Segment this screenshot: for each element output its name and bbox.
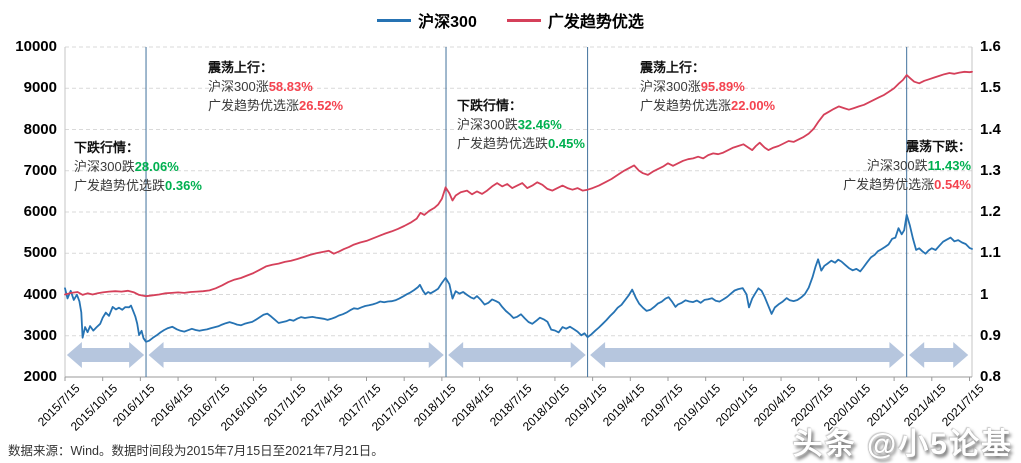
legend-swatch-hs300	[377, 18, 412, 22]
series-line-fund	[64, 70, 973, 298]
phase-arrow	[909, 342, 969, 368]
phase-annotation-title: 震荡下跌：	[905, 139, 971, 154]
phase-arrow	[66, 342, 145, 368]
phase-annotation-line: 沪深300跌28.06%	[74, 159, 179, 174]
y-axis-label-left: 4000	[23, 285, 57, 303]
y-axis-label-right: 1.3	[980, 161, 1001, 179]
phase-annotation-title: 震荡上行：	[640, 60, 706, 75]
phase-annotation-line: 沪深300涨95.89%	[640, 79, 745, 94]
phase-annotation-line: 广发趋势优选跌0.45%	[457, 136, 585, 151]
y-axis-label-right: 1.4	[980, 120, 1001, 138]
legend-swatch-fund	[506, 18, 541, 22]
y-axis-label-right: 0.8	[980, 368, 1001, 385]
phase-annotation-line: 广发趋势优选跌0.36%	[74, 178, 202, 193]
y-axis-label-left: 8000	[23, 120, 57, 138]
y-axis-label-left: 2000	[23, 368, 57, 385]
y-axis-label-left: 7000	[23, 161, 57, 179]
y-axis-label-left: 6000	[23, 203, 57, 220]
y-axis-label-left: 9000	[23, 79, 57, 97]
phase-annotation: 下跌行情： 沪深300跌28.06% 广发趋势优选跌0.36%	[74, 138, 202, 195]
y-axis-label-right: 1.5	[980, 79, 1001, 97]
chart-legend: 沪深300 广发趋势优选	[0, 8, 1021, 32]
phase-annotation-line: 广发趋势优选涨26.52%	[208, 98, 344, 113]
y-axis-label-left: 3000	[23, 326, 57, 344]
watermark: 头条 @小5论基	[792, 428, 1013, 461]
phase-annotation-title: 下跌行情：	[457, 98, 523, 113]
legend-item-fund: 广发趋势优选	[506, 8, 644, 32]
phase-annotation-title: 震荡上行：	[208, 60, 274, 75]
y-axis-label-left: 10000	[15, 38, 57, 55]
phase-annotation: 震荡上行： 沪深300涨95.89% 广发趋势优选涨22.00%	[640, 58, 775, 115]
data-source-note: 数据来源：Wind。数据时间段为2015年7月15日至2021年7月21日。	[8, 444, 384, 458]
phase-arrow	[148, 342, 444, 368]
y-axis-label-right: 1.6	[980, 38, 1001, 55]
phase-annotation-line: 广发趋势优选涨0.54%	[843, 177, 971, 192]
legend-item-hs300: 沪深300	[377, 8, 477, 32]
y-axis-label-right: 0.9	[980, 326, 1001, 344]
phase-arrow	[448, 342, 586, 368]
phase-arrow	[590, 342, 905, 368]
phase-annotation-line: 沪深300涨58.83%	[208, 79, 313, 94]
y-axis-label-left: 5000	[23, 244, 57, 262]
phase-annotation: 震荡下跌： 沪深300跌11.43% 广发趋势优选涨0.54%	[843, 137, 971, 194]
phase-annotation-title: 下跌行情：	[74, 140, 140, 155]
y-axis-label-right: 1.1	[980, 244, 1001, 262]
legend-label-hs300: 沪深300	[418, 14, 477, 31]
y-axis-label-right: 1.2	[980, 203, 1001, 220]
phase-annotation: 下跌行情： 沪深300跌32.46% 广发趋势优选跌0.45%	[457, 96, 585, 153]
phase-annotation: 震荡上行： 沪深300涨58.83% 广发趋势优选涨26.52%	[208, 58, 343, 115]
phase-annotation-line: 沪深300跌32.46%	[457, 117, 562, 132]
legend-label-fund: 广发趋势优选	[547, 14, 644, 31]
phase-annotation-line: 沪深300跌11.43%	[866, 158, 971, 173]
phase-annotation-line: 广发趋势优选涨22.00%	[640, 98, 776, 113]
y-axis-label-right: 1	[980, 285, 989, 303]
series-line-hs300	[64, 213, 973, 343]
